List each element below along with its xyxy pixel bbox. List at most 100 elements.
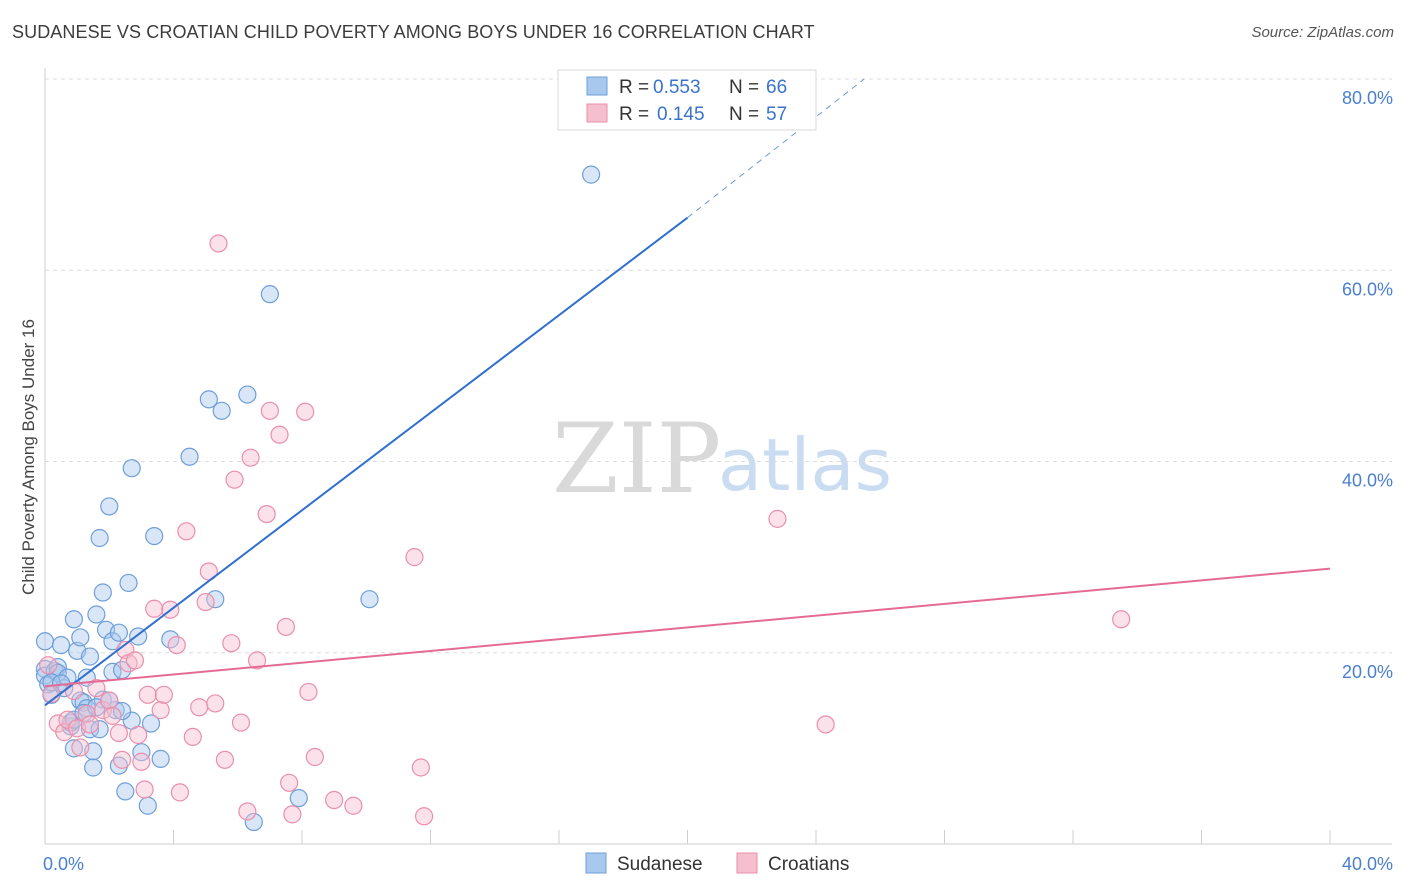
croatians-point-57	[768, 509, 787, 528]
croatians-point-13	[103, 706, 122, 725]
croatians-point-18	[125, 651, 145, 670]
legend-r-label-1: R =	[619, 77, 649, 98]
sudanese-point-39	[119, 573, 138, 593]
croatians-point-58	[816, 715, 835, 734]
legend-n-label-2: N =	[729, 104, 759, 125]
sudanese-point-58	[582, 165, 601, 184]
sudanese-trend-extension	[687, 78, 865, 219]
croatians-point-27	[167, 635, 186, 655]
croatians-point-54	[405, 548, 424, 567]
croatians-point-40	[238, 802, 257, 821]
croatians-point-7	[71, 738, 90, 757]
sudanese-point-14	[64, 610, 84, 629]
croatians-point-37	[222, 634, 241, 653]
sudanese-point-23	[84, 758, 103, 777]
sudanese-point-29	[93, 583, 112, 602]
legend-r-value-1: 0.553	[653, 77, 701, 98]
croatians-point-38	[225, 470, 244, 489]
series-legend: Sudanese Croatians	[585, 852, 849, 875]
bottom-legend-sudanese: Sudanese	[617, 854, 703, 875]
croatians-point-25	[154, 685, 173, 704]
sudanese-point-25	[87, 605, 106, 624]
watermark-atlas: atlas	[718, 423, 892, 507]
croatians-point-28	[170, 783, 190, 802]
croatians-point-22	[138, 685, 157, 704]
x-tick-label-max: 40.0%	[1342, 854, 1393, 874]
gridlines	[45, 78, 1392, 654]
croatians-point-24	[151, 701, 170, 720]
sudanese-point-35	[109, 623, 128, 642]
legend-n-label-1: N =	[729, 77, 759, 98]
croatians-point-35	[209, 234, 228, 253]
croatians-point-56	[414, 807, 434, 826]
sudanese-point-47	[151, 749, 170, 768]
sudanese-point-46	[145, 526, 164, 546]
bottom-swatch-croatians	[736, 852, 758, 874]
y-tick-label-60: 60.0%	[1342, 279, 1393, 299]
sudanese-point-22	[80, 647, 100, 666]
croatians-point-14	[109, 723, 128, 743]
sudanese-point-7	[48, 663, 67, 682]
croatians-point-49	[296, 402, 315, 421]
croatians-point-51	[305, 747, 324, 767]
x-tick-label-min: 0.0%	[43, 854, 84, 874]
croatians-point-53	[344, 796, 363, 815]
croatians-point-34	[206, 694, 225, 713]
sudanese-point-55	[260, 285, 279, 304]
sudanese-point-31	[100, 497, 119, 516]
croatians-point-42	[247, 651, 267, 670]
croatians-point-47	[280, 773, 299, 792]
sudanese-point-65	[112, 701, 132, 721]
sudanese-point-16	[71, 628, 90, 647]
croatians-point-46	[276, 617, 296, 637]
sudanese-point-27	[90, 528, 109, 548]
sudanese-point-38	[116, 782, 135, 801]
sudanese-point-8	[51, 635, 71, 655]
sudanese-trend-line	[44, 216, 689, 707]
croatians-point-39	[231, 713, 251, 732]
croatians-point-30	[183, 727, 202, 747]
croatians-point-59	[1112, 610, 1131, 629]
croatians-point-44	[260, 401, 279, 420]
croatians-point-12	[100, 691, 119, 710]
sudanese-point-0	[35, 632, 55, 651]
legend-n-value-2: 57	[766, 104, 787, 125]
chart-title: SUDANESE VS CROATIAN CHILD POVERTY AMONG…	[12, 22, 815, 42]
sudanese-point-54	[244, 812, 263, 832]
stats-legend: R = 0.553 N = 66 R = 0.145 N = 57	[557, 69, 817, 131]
sudanese-point-45	[141, 714, 161, 733]
legend-n-value-1: 66	[766, 77, 787, 98]
legend-swatch-croatians	[586, 103, 608, 123]
croatians-point-31	[190, 698, 209, 717]
sudanese-point-36	[109, 756, 128, 775]
croatians-point-21	[135, 780, 154, 799]
legend-r-value-2: 0.145	[657, 104, 705, 125]
trend-lines	[44, 78, 1331, 707]
sudanese-point-49	[180, 447, 199, 466]
axes	[44, 68, 1392, 845]
sudanese-point-53	[238, 385, 257, 404]
croatians-point-11	[93, 701, 112, 720]
sudanese-point-26	[90, 720, 109, 739]
legend-swatch-sudanese	[586, 76, 608, 96]
croatians-point-0	[39, 656, 58, 675]
croatians-point-43	[257, 504, 276, 524]
y-tick-label-40: 40.0%	[1342, 471, 1393, 491]
sudanese-point-52	[212, 401, 231, 420]
legend-r-label-2: R =	[619, 104, 649, 125]
croatians-point-48	[283, 805, 302, 824]
sudanese-point-57	[360, 590, 379, 609]
source-label: Source: ZipAtlas.com	[1251, 24, 1394, 41]
croatians-point-9	[80, 715, 100, 734]
y-tick-labels: 20.0% 40.0% 60.0% 80.0%	[1342, 88, 1393, 682]
sudanese-point-56	[289, 788, 308, 808]
bottom-legend-croatians: Croatians	[768, 854, 849, 875]
croatians-point-52	[325, 790, 344, 810]
bottom-swatch-sudanese	[585, 852, 607, 874]
croatians-point-45	[270, 425, 289, 444]
croatians-point-19	[129, 725, 148, 745]
croatians-point-41	[241, 448, 260, 467]
croatians-point-55	[411, 758, 430, 777]
croatians-point-23	[145, 599, 164, 618]
